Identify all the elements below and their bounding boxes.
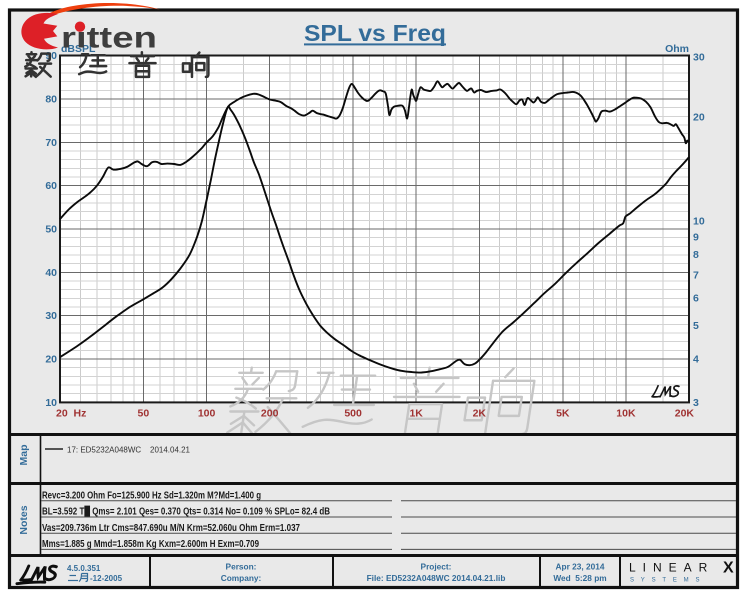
svg-text:40: 40 xyxy=(45,267,57,279)
svg-text:Mms=1.885 g Mmd=1.858m Kg Kx: Mms=1.885 g Mmd=1.858m Kg Kxm=2.600m H E… xyxy=(42,539,259,550)
svg-text:1K: 1K xyxy=(409,408,423,420)
svg-text:Map: Map xyxy=(18,445,30,466)
svg-text:SYSTEMS: SYSTEMS xyxy=(630,578,706,584)
svg-text:6: 6 xyxy=(693,293,699,305)
svg-text:90: 90 xyxy=(45,50,57,62)
svg-text:Wed 5:28 pm: Wed 5:28 pm xyxy=(553,573,606,583)
svg-text:Notes: Notes xyxy=(18,505,30,534)
svg-text:5K: 5K xyxy=(556,408,570,420)
svg-text:70: 70 xyxy=(45,137,57,149)
svg-text:20: 20 xyxy=(45,354,57,366)
svg-text:20: 20 xyxy=(693,111,705,123)
svg-text:80: 80 xyxy=(45,94,57,106)
svg-text:Company:: Company: xyxy=(221,573,262,583)
svg-text:LINEAR: LINEAR xyxy=(629,561,714,575)
svg-text:200: 200 xyxy=(261,408,279,420)
svg-text:8: 8 xyxy=(693,249,699,261)
svg-text:2K: 2K xyxy=(473,408,487,420)
svg-text:20K: 20K xyxy=(675,408,695,420)
svg-text:60: 60 xyxy=(45,180,57,192)
svg-text:4: 4 xyxy=(693,354,699,366)
svg-text:9: 9 xyxy=(693,232,699,244)
svg-text:Revc=3.200 Ohm Fo=125.900 Hz: Revc=3.200 Ohm Fo=125.900 Hz Sd=1.320m M… xyxy=(42,491,261,502)
svg-text:Ohm: Ohm xyxy=(665,43,689,55)
svg-text:3: 3 xyxy=(693,397,699,409)
svg-text:50: 50 xyxy=(45,224,57,236)
svg-text:100: 100 xyxy=(198,408,216,420)
svg-text:10: 10 xyxy=(693,216,705,228)
svg-text:-12-2005: -12-2005 xyxy=(90,574,123,583)
svg-text:20 Hz: 20 Hz xyxy=(56,408,86,420)
svg-text:50: 50 xyxy=(138,408,150,420)
svg-text:SPL vs Freq: SPL vs Freq xyxy=(304,20,446,46)
svg-text:Vas=209.736m Ltr Cms=847.690u: Vas=209.736m Ltr Cms=847.690u M/N Krm=52… xyxy=(42,523,300,534)
svg-text:5: 5 xyxy=(693,320,699,332)
svg-text:File: ED5232A048WC 2014.04.21.: File: ED5232A048WC 2014.04.21.lib xyxy=(367,573,506,583)
svg-text:Apr 23, 2014: Apr 23, 2014 xyxy=(556,562,605,572)
svg-text:7: 7 xyxy=(693,269,699,281)
svg-text:Person:: Person: xyxy=(226,562,257,572)
svg-text:X: X xyxy=(723,560,734,577)
svg-text:10: 10 xyxy=(45,397,57,409)
svg-text:17: ED5232A048WC 2014.04.21: 17: ED5232A048WC 2014.04.21 xyxy=(67,445,190,455)
svg-text:Project:: Project: xyxy=(421,562,452,572)
svg-text:4.5.0.351: 4.5.0.351 xyxy=(67,564,101,573)
svg-text:500: 500 xyxy=(344,408,362,420)
svg-text:BL=3.592 T█ Qms= 2.101 Qes=: BL=3.592 T█ Qms= 2.101 Qes= 0.370 Qts= 0… xyxy=(42,506,330,518)
svg-text:30: 30 xyxy=(45,310,57,322)
svg-text:30: 30 xyxy=(693,52,705,64)
svg-text:10K: 10K xyxy=(616,408,636,420)
svg-text:dBSPL: dBSPL xyxy=(61,43,96,55)
